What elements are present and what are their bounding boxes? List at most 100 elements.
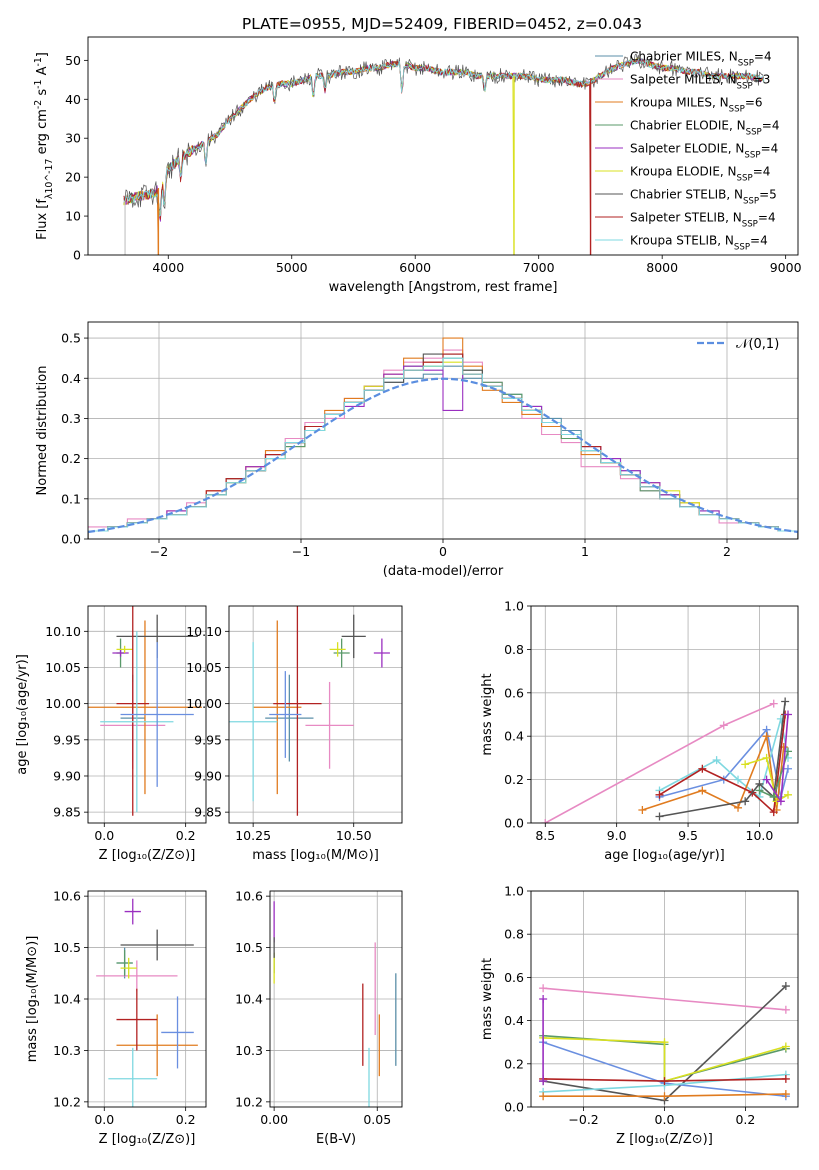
- y-tick-label: 10.3: [235, 1043, 263, 1058]
- plot-inner: [229, 606, 402, 823]
- spectrum-series-line: [123, 53, 765, 211]
- x-tick-label: −2: [150, 544, 168, 559]
- y-tick-label: 0: [73, 248, 81, 263]
- y-tick-label: 0.4: [61, 371, 81, 386]
- x-tick-label: 0.05: [363, 1112, 391, 1127]
- histogram-step: [88, 357, 798, 539]
- mass-weight-point: [539, 1092, 548, 1101]
- plot-inner: [123, 53, 765, 255]
- axes: 8.5 9.0 9.5 10.0 0.0 0.2 0.4 0.6 0.8 1.0 age [log₁…: [480, 599, 773, 864]
- y-tick-label: 0.8: [504, 642, 524, 657]
- mass-weight-point: [741, 797, 750, 806]
- legend-label: Chabrier ELODIE, NSSP=4: [630, 119, 779, 138]
- y-axis-label: mass weight: [480, 673, 495, 755]
- x-tick-label: 1: [581, 544, 589, 559]
- y-tick-label: 10.2: [235, 1094, 263, 1109]
- x-tick-label: 0.00: [260, 1112, 288, 1127]
- axes: 4000 5000 6000 7000 8000 9000 0 10 20 30 40 50 wavel…: [33, 52, 802, 295]
- spectrum-title: PLATE=0955, MJD=52409, FIBERID=0452, z=0…: [242, 15, 642, 33]
- y-axis-label: Flux [fλ10^-17 erg cm-2 s-1 A-1]: [33, 52, 55, 240]
- x-tick-label: 0.0: [655, 1112, 675, 1127]
- x-tick-label: 0.0: [94, 1112, 114, 1127]
- mass-vs-metallicity-panel: 0.0 0.2 10.2 10.3 10.4 10.5 10.6 Z [log₁₀(Z/Z⊙)…: [25, 889, 207, 1147]
- legend: 𝒩(0,1): [697, 337, 779, 352]
- x-tick-label: 0.2: [176, 1112, 196, 1127]
- mass-weight-point: [719, 721, 728, 730]
- y-tick-label: 0.2: [504, 1056, 524, 1071]
- mass-weight-point: [781, 697, 790, 706]
- y-tick-label: 10.05: [45, 660, 81, 675]
- plot-inner: [531, 606, 798, 823]
- mass-weight-point: [655, 812, 664, 821]
- mass-weight-point: [539, 1077, 548, 1086]
- mass-weight-point: [781, 1042, 790, 1051]
- x-tick-label: 0.2: [176, 828, 196, 843]
- legend-label: Kroupa STELIB, NSSP=4: [630, 234, 768, 253]
- y-tick-label: 10.6: [53, 889, 81, 904]
- mass-weight-point: [655, 790, 664, 799]
- x-tick-label: 6000: [399, 260, 431, 275]
- y-tick-label: 40: [65, 92, 81, 107]
- axes: 10.25 10.50 9.85 9.90 9.95 10.00 10.05 10.10 mas…: [186, 624, 379, 863]
- y-tick-label: 1.0: [504, 599, 524, 614]
- x-tick-label: 8.5: [535, 828, 555, 843]
- axes: 0.0 0.2 9.85 9.90 9.95 10.00 10.05 10.10 Z [log₁…: [15, 624, 196, 863]
- mass-weight-point: [781, 982, 790, 991]
- y-tick-label: 10.5: [53, 940, 81, 955]
- y-tick-label: 0.0: [504, 1100, 524, 1115]
- mass-weight-line: [543, 1037, 787, 1083]
- normal-reference-curve: [88, 377, 798, 534]
- y-tick-label: 0.6: [504, 970, 524, 985]
- y-tick-label: 0.0: [61, 532, 81, 547]
- mass-weight-point: [781, 1005, 790, 1014]
- plot-inner: [270, 891, 402, 1107]
- plot-area: [531, 606, 798, 823]
- plot-area: [270, 891, 402, 1107]
- x-tick-label: 0.2: [735, 1112, 755, 1127]
- y-tick-label: 30: [65, 131, 81, 146]
- mass-weight-line: [744, 756, 789, 803]
- x-tick-label: 7000: [523, 260, 555, 275]
- plot-area: [88, 606, 206, 823]
- axes-frame: [87, 321, 799, 540]
- axes-frame: [87, 605, 207, 824]
- y-tick-label: 10.3: [53, 1043, 81, 1058]
- y-tick-label: 9.85: [53, 805, 81, 820]
- y-tick-label: 0.8: [504, 927, 524, 942]
- axes: −2 −1 0 1 2 0.0 0.1 0.2 0.3 0.4 0.5 (data-model)/er…: [35, 331, 731, 579]
- x-axis-label: Z [log₁₀(Z/Z⊙)]: [99, 848, 196, 863]
- y-tick-label: 1.0: [504, 884, 524, 899]
- mass-weight-line: [642, 733, 785, 811]
- mass-vs-ebv-panel: 0.00 0.05 10.2 10.3 10.4 10.5 10.6 E(B-V): [235, 889, 403, 1147]
- mass-weight-point: [762, 753, 771, 762]
- y-tick-label: 0.4: [504, 1013, 524, 1028]
- spectrum-series-line: [123, 57, 765, 255]
- y-tick-label: 10: [65, 209, 81, 224]
- mass-weight-point: [784, 790, 793, 799]
- mass-weight-vs-metallicity-panel: −0.2 0.0 0.2 0.0 0.2 0.4 0.6 0.8 1.0 Z [log₁₀(Z/Z…: [480, 884, 799, 1147]
- y-tick-label: 0.2: [61, 451, 81, 466]
- mass-weight-point: [539, 984, 548, 993]
- mass-weight-point: [660, 1038, 669, 1047]
- legend-label: 𝒩(0,1): [736, 337, 779, 352]
- axes: 0.00 0.05 10.2 10.3 10.4 10.5 10.6 E(B-V): [235, 889, 391, 1147]
- y-tick-label: 9.95: [53, 732, 81, 747]
- y-tick-label: 10.10: [45, 624, 81, 639]
- x-tick-label: 0.0: [94, 828, 114, 843]
- age-vs-metallicity-panel: 0.0 0.2 9.85 9.90 9.95 10.00 10.05 10.10 Z [log₁…: [15, 605, 207, 863]
- legend-label: Kroupa MILES, NSSP=6: [630, 96, 763, 115]
- mass-weight-point: [734, 803, 743, 812]
- y-tick-label: 0.2: [504, 772, 524, 787]
- x-tick-label: 4000: [152, 260, 184, 275]
- plot-inner: [531, 891, 798, 1107]
- mass-weight-point: [769, 808, 778, 817]
- x-axis-label: E(B-V): [316, 1132, 356, 1147]
- x-tick-label: 2: [723, 544, 731, 559]
- plot-inner: [88, 891, 206, 1107]
- y-tick-label: 20: [65, 170, 81, 185]
- y-tick-label: 10.4: [235, 992, 263, 1007]
- age-vs-mass-panel: 10.25 10.50 9.85 9.90 9.95 10.00 10.05 10.10 mas…: [186, 605, 403, 863]
- y-tick-label: 10.00: [186, 696, 222, 711]
